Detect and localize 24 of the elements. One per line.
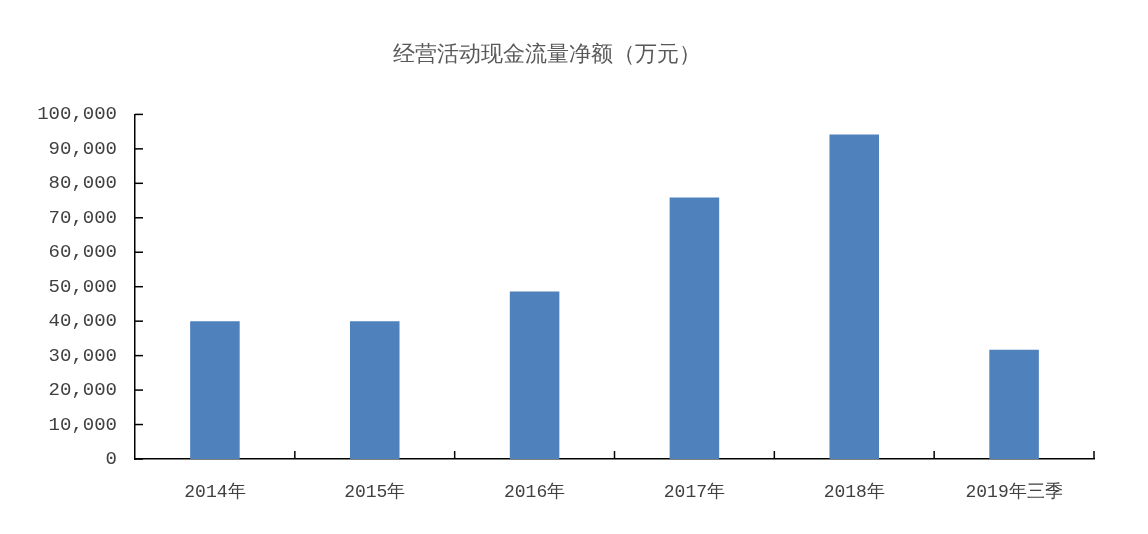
y-tick-label: 50,000 (48, 275, 117, 298)
y-tick-label: 80,000 (48, 172, 117, 195)
bar (829, 134, 880, 459)
x-tick-label: 2019年三季 (965, 481, 1063, 502)
y-tick-label: 30,000 (48, 344, 117, 367)
bar (989, 349, 1039, 459)
bar (509, 291, 560, 459)
y-tick-label: 100,000 (37, 103, 117, 126)
bar (669, 197, 720, 459)
y-tick-label: 10,000 (48, 413, 117, 436)
x-tick-label: 2014年 (184, 481, 246, 502)
bar (190, 321, 240, 459)
x-tick-label: 2016年 (503, 481, 566, 502)
y-tick-label: 40,000 (48, 310, 117, 333)
y-tick-label: 0 (105, 448, 117, 471)
x-tick-label: 2018年 (823, 481, 885, 502)
y-tick-label: 90,000 (48, 137, 117, 160)
bar (349, 321, 400, 459)
y-tick-label: 20,000 (48, 379, 117, 402)
y-tick-label: 60,000 (48, 241, 117, 264)
x-tick-label: 2017年 (663, 481, 726, 502)
y-tick-label: 70,000 (48, 206, 117, 229)
chart-title: 经营活动现金流量净额（万元） (393, 40, 701, 66)
x-tick-label: 2015年 (344, 481, 406, 502)
